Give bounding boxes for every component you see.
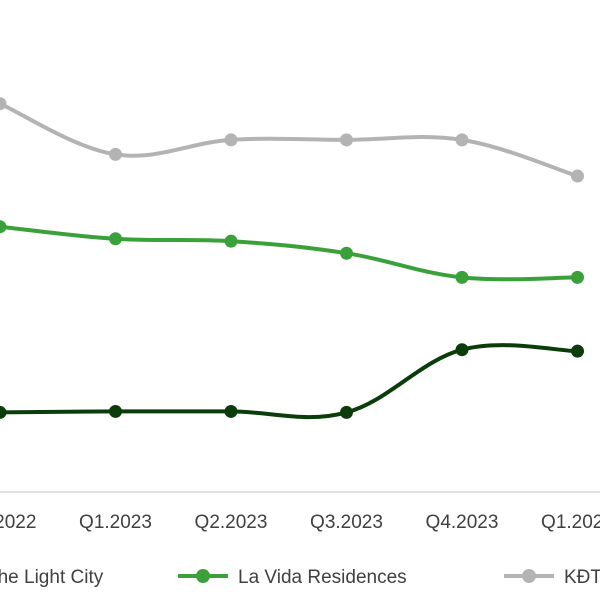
series-the-light-city [0,343,584,420]
data-point-the-light-city-0 [0,405,7,419]
data-point-k-t-4 [455,133,469,147]
data-point-k-t-1 [109,147,122,161]
data-point-k-t-0 [0,97,7,111]
legend-label: The Light City [0,567,104,588]
legend-marker [196,569,210,583]
legend-label: La Vida Residences [238,567,407,588]
series-la-vida-residences [0,220,584,284]
x-tick-label: Q1.2023 [79,512,152,533]
data-point-k-t-5 [571,169,584,183]
data-point-the-light-city-1 [109,404,122,418]
x-tick-label: Q3.2023 [310,512,383,533]
legend-item: KĐT [504,567,600,588]
x-tick-label: Q4.2023 [426,512,499,533]
data-point-the-light-city-4 [455,343,469,357]
legend-item: The Light City [0,567,104,588]
legend: The Light City La Vida Residences KĐT [0,567,600,588]
data-point-la-vida-residences-0 [0,220,7,234]
x-tick-label: Q1.2024 [541,512,600,533]
data-point-the-light-city-3 [340,405,353,419]
data-point-la-vida-residences-1 [109,232,122,246]
legend-label: KĐT [564,567,600,588]
data-point-the-light-city-5 [571,344,584,358]
series-line-the-light-city [0,343,580,420]
legend-item: La Vida Residences [178,567,407,588]
data-point-la-vida-residences-4 [455,270,469,284]
legend-marker [522,569,536,583]
data-point-la-vida-residences-2 [224,234,238,248]
data-point-la-vida-residences-3 [340,246,353,260]
series-layer [0,97,584,420]
data-point-la-vida-residences-5 [571,270,584,284]
series-line-k-t [0,101,580,179]
x-tick-label: Q2.2023 [195,512,268,533]
x-tick-label: Q4.2022 [0,512,36,533]
x-axis-ticks: Q4.2022 Q1.2023 Q2.2023 Q3.2023 Q4.2023 Q1.20… [0,512,600,533]
series-line-la-vida-residences [0,224,580,282]
data-point-k-t-3 [340,133,353,147]
data-point-the-light-city-2 [224,404,238,418]
series-k-t [0,97,584,183]
data-point-k-t-2 [224,133,238,147]
